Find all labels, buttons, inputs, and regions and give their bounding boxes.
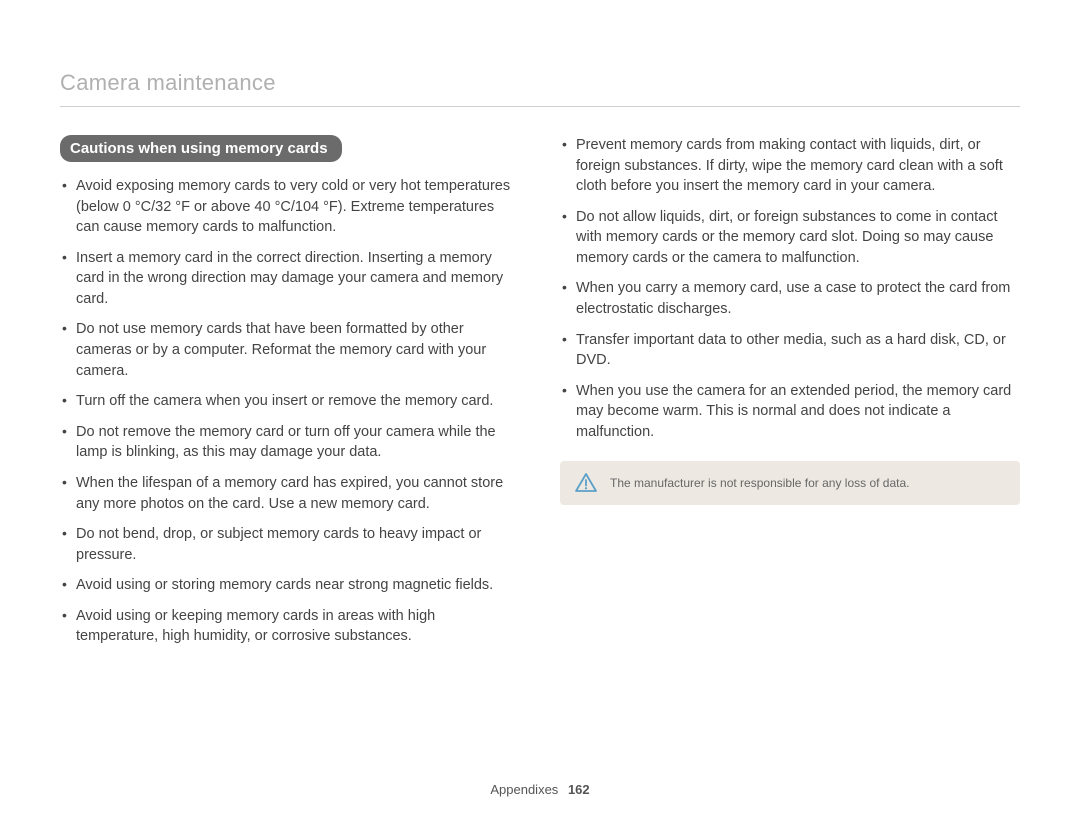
list-item: Do not use memory cards that have been f… — [60, 319, 520, 381]
list-item: When you use the camera for an extended … — [560, 381, 1020, 443]
list-item: Avoid exposing memory cards to very cold… — [60, 176, 520, 238]
right-bullet-list: Prevent memory cards from making contact… — [560, 135, 1020, 443]
list-item: Prevent memory cards from making contact… — [560, 135, 1020, 197]
list-item: Transfer important data to other media, … — [560, 330, 1020, 371]
left-bullet-list: Avoid exposing memory cards to very cold… — [60, 176, 520, 647]
footer-page-number: 162 — [568, 782, 590, 797]
list-item: When the lifespan of a memory card has e… — [60, 473, 520, 514]
page-title: Camera maintenance — [60, 70, 1020, 107]
section-heading-badge: Cautions when using memory cards — [60, 135, 342, 162]
warning-note-box: The manufacturer is not responsible for … — [560, 461, 1020, 505]
list-item: Insert a memory card in the correct dire… — [60, 248, 520, 310]
footer-section-label: Appendixes — [490, 782, 558, 797]
page-footer: Appendixes 162 — [0, 782, 1080, 797]
right-column: Prevent memory cards from making contact… — [560, 135, 1020, 657]
warning-note-text: The manufacturer is not responsible for … — [610, 476, 910, 490]
list-item: Avoid using or keeping memory cards in a… — [60, 606, 520, 647]
list-item: When you carry a memory card, use a case… — [560, 278, 1020, 319]
list-item: Avoid using or storing memory cards near… — [60, 575, 520, 596]
list-item: Do not remove the memory card or turn of… — [60, 422, 520, 463]
list-item: Do not bend, drop, or subject memory car… — [60, 524, 520, 565]
list-item: Turn off the camera when you insert or r… — [60, 391, 520, 412]
warning-triangle-icon — [574, 471, 598, 495]
left-column: Cautions when using memory cards Avoid e… — [60, 135, 520, 657]
list-item: Do not allow liquids, dirt, or foreign s… — [560, 207, 1020, 269]
content-columns: Cautions when using memory cards Avoid e… — [60, 135, 1020, 657]
